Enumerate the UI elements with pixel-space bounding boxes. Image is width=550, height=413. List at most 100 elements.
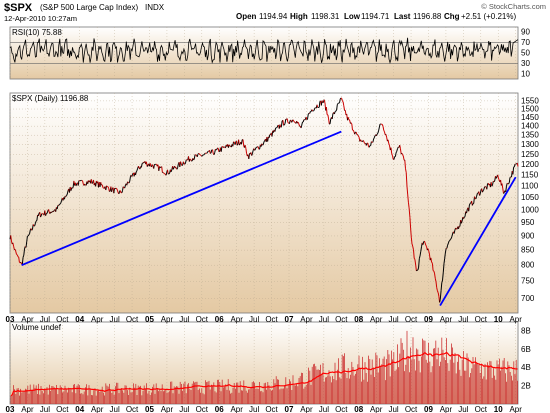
price-segment	[238, 139, 240, 146]
price-segment	[138, 166, 140, 169]
price-segment	[121, 190, 123, 193]
price-segment	[107, 186, 110, 189]
price-segment	[16, 253, 18, 256]
time-tick-label: Jul	[40, 405, 50, 413]
time-tick-label: Apr	[21, 315, 34, 324]
price-segment	[401, 152, 404, 155]
price-segment	[31, 228, 33, 231]
time-tick-label: 08	[354, 315, 363, 324]
price-segment	[419, 251, 422, 257]
price-segment	[385, 134, 388, 138]
price-segment	[410, 228, 412, 238]
price-tick-label: 1500	[521, 105, 539, 114]
price-segment	[248, 153, 250, 159]
price-segment	[210, 152, 212, 154]
price-segment	[493, 180, 496, 183]
price-segment	[193, 158, 195, 161]
time-tick-label: 05	[145, 405, 154, 413]
price-segment	[474, 196, 476, 199]
price-segment	[495, 176, 498, 179]
price-segment	[360, 140, 363, 143]
price-segment	[420, 246, 422, 252]
price-segment	[238, 143, 241, 146]
price-segment	[245, 148, 248, 154]
time-tick-label: Oct	[405, 405, 418, 413]
price-segment	[350, 122, 353, 125]
time-tick-label: Oct	[335, 405, 348, 413]
volume-series	[10, 330, 518, 404]
price-segment	[505, 186, 507, 192]
time-tick-label: Apr	[300, 315, 313, 324]
price-segment	[392, 155, 394, 160]
time-tick-label: Apr	[161, 315, 174, 324]
price-segment	[29, 229, 31, 234]
trendline	[439, 176, 517, 307]
price-segment	[367, 142, 369, 147]
price-segment	[34, 220, 37, 224]
time-tick-label: Jul	[249, 405, 259, 413]
price-segment	[288, 120, 291, 124]
price-segment	[261, 143, 263, 146]
index-name: (S&P 500 Large Cap Index)	[40, 3, 138, 12]
time-tick-label: Apr	[370, 315, 383, 324]
price-tick-label: 800	[521, 261, 535, 270]
time-tick-label: Apr	[509, 405, 522, 413]
price-label: $SPX (Daily) 1196.88	[12, 94, 89, 103]
last-value: 1196.88	[413, 12, 442, 21]
price-segment	[492, 181, 494, 185]
price-segment	[58, 204, 60, 206]
price-segment	[329, 118, 332, 124]
volume-moving-average	[10, 351, 518, 397]
price-segment	[220, 146, 223, 152]
price-segment	[428, 250, 430, 255]
time-tick-label: 10	[494, 405, 503, 413]
price-segment	[433, 270, 435, 274]
volume-tick-label: 6B	[521, 345, 531, 354]
price-segment	[116, 189, 119, 193]
price-segment	[127, 181, 129, 184]
price-segment	[306, 118, 308, 121]
price-segment	[35, 220, 38, 222]
price-segment	[203, 153, 205, 156]
price-segment	[453, 229, 456, 234]
price-segment	[65, 195, 67, 197]
price-segment	[341, 100, 344, 103]
volume-label: Volume undef	[12, 323, 62, 332]
price-segment	[313, 107, 316, 111]
price-segment	[406, 186, 409, 195]
price-segment	[382, 126, 385, 131]
price-segment	[136, 168, 139, 171]
price-segment	[301, 121, 303, 126]
price-segment	[402, 155, 405, 161]
time-tick-label: Jul	[179, 315, 189, 324]
price-segment	[15, 251, 17, 255]
price-segment	[18, 257, 20, 263]
price-segment	[414, 259, 417, 266]
time-tick-label: Jul	[458, 405, 468, 413]
price-segment	[199, 153, 201, 156]
price-segment	[466, 209, 468, 214]
price-segment	[236, 143, 239, 146]
price-segment	[51, 211, 53, 213]
price-segment	[105, 185, 107, 191]
price-segment	[436, 287, 438, 291]
price-segment	[13, 246, 15, 250]
price-segment	[393, 156, 396, 160]
price-segment	[417, 267, 420, 271]
price-segment	[217, 148, 220, 153]
price-segment	[176, 167, 179, 170]
price-segment	[341, 98, 343, 102]
price-segment	[82, 180, 84, 185]
price-segment	[333, 111, 336, 115]
price-segment	[116, 188, 118, 191]
time-tick-label: 07	[285, 315, 294, 324]
price-segment	[409, 217, 412, 229]
price-segment	[292, 119, 295, 122]
price-segment	[280, 126, 282, 128]
price-segment	[327, 114, 330, 119]
price-segment	[351, 123, 353, 131]
price-segment	[122, 186, 125, 188]
rsi-label: RSI(10) 75.88	[12, 28, 62, 37]
price-segment	[396, 148, 398, 152]
time-tick-label: Apr	[230, 405, 243, 413]
